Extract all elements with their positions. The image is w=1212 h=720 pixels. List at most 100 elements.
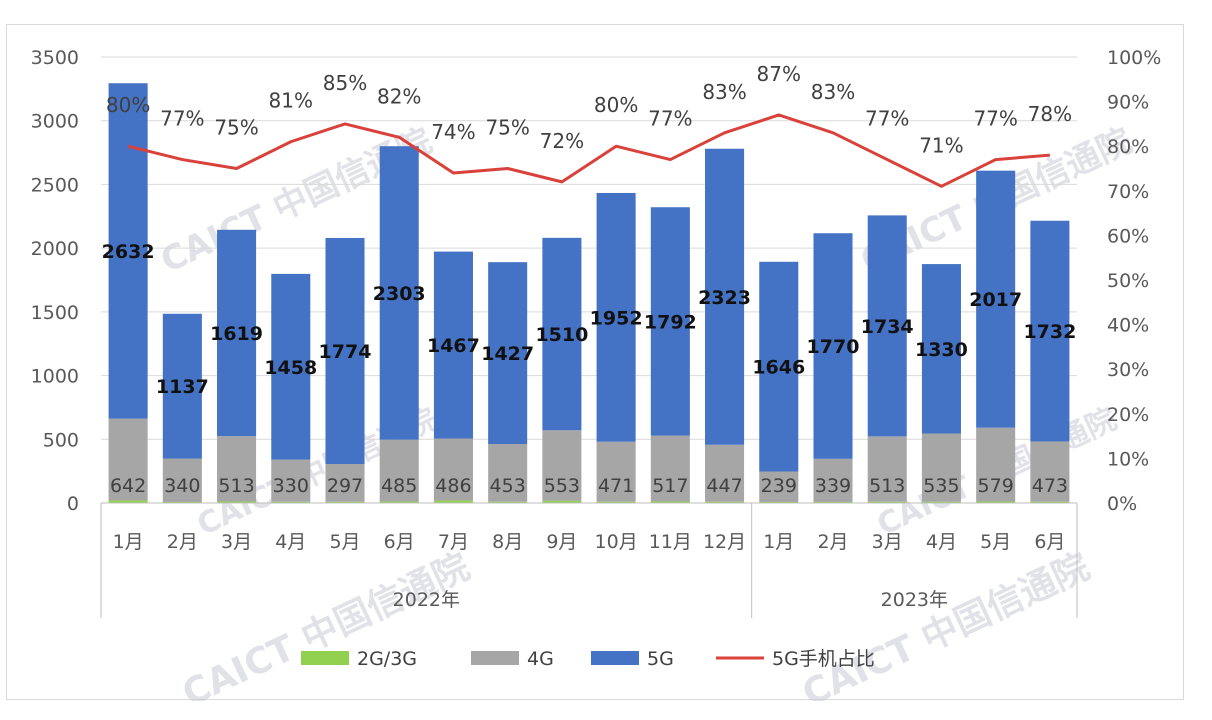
data-label-5g: 1732 [1023, 321, 1076, 343]
data-label-4g: 513 [218, 475, 254, 497]
data-label-4g: 535 [923, 475, 959, 497]
y-right-tick-label: 80% [1107, 136, 1149, 158]
bar-4g [813, 458, 853, 502]
x-category-label: 2月 [167, 531, 198, 553]
data-label-4g: 513 [869, 475, 905, 497]
watermark-text: CAICT 中国信通院 [796, 546, 1095, 701]
data-label-5g: 2017 [969, 289, 1022, 311]
data-label-4g: 486 [435, 475, 471, 497]
data-label-4g: 485 [381, 475, 417, 497]
data-label-percent: 74% [431, 120, 475, 144]
y-left-tick-label: 2500 [31, 174, 79, 196]
bar-5g [813, 233, 853, 459]
bar-4g [596, 441, 636, 502]
x-category-label: 11月 [649, 531, 692, 553]
bar-2g3g [650, 501, 690, 503]
data-label-percent: 78% [1028, 102, 1072, 126]
bar-5g [650, 207, 690, 436]
data-label-4g: 517 [652, 475, 688, 497]
legend: 2G/3G 4G 5G 5G手机占比 [301, 648, 875, 670]
data-label-4g: 297 [327, 475, 363, 497]
bar-4g [1030, 441, 1070, 502]
y-right-tick-label: 50% [1107, 270, 1149, 292]
bar-4g [108, 418, 148, 501]
bar-2g3g [217, 501, 257, 503]
bar-2g3g [488, 501, 528, 503]
y-right-tick-label: 70% [1107, 181, 1149, 203]
data-label-5g: 2323 [698, 287, 751, 309]
bar-5g [433, 251, 473, 439]
y-right-tick-label: 30% [1107, 359, 1149, 381]
x-category-label: 7月 [438, 531, 469, 553]
x-category-label: 6月 [1034, 531, 1065, 553]
bar-5g [217, 229, 257, 437]
x-category-label: 4月 [926, 531, 957, 553]
legend-label: 5G手机占比 [772, 648, 875, 670]
data-label-4g: 553 [544, 475, 580, 497]
bar-2g3g [596, 501, 636, 503]
x-category-label: 5月 [329, 531, 360, 553]
bars [108, 83, 1070, 503]
data-label-5g: 1510 [535, 324, 588, 346]
bar-4g [379, 439, 419, 502]
bar-2g3g [867, 501, 907, 503]
bar-5g [921, 264, 961, 434]
legend-swatch [301, 651, 349, 665]
x-category-label: 1月 [113, 531, 144, 553]
data-label-percent: 72% [540, 129, 584, 153]
legend-label: 2G/3G [357, 648, 417, 670]
data-label-5g: 1467 [427, 335, 480, 357]
bar-2g3g [271, 501, 311, 503]
x-category-label: 12月 [703, 531, 746, 553]
data-label-percent: 83% [811, 80, 855, 104]
legend-label: 4G [527, 648, 554, 670]
watermark-text: CAICT 中国信通院 [176, 546, 475, 701]
bar-4g [162, 458, 202, 502]
bar-4g [650, 435, 690, 502]
data-label-4g: 330 [273, 475, 309, 497]
data-label-percent: 85% [323, 71, 367, 95]
x-category-label: 3月 [221, 531, 252, 553]
x-category-label: 2月 [817, 531, 848, 553]
data-label-4g: 340 [164, 475, 200, 497]
bar-2g3g [325, 501, 365, 503]
data-label-4g: 453 [490, 475, 526, 497]
y-left-tick-label: 2000 [31, 238, 79, 260]
bar-5g [379, 146, 419, 440]
data-label-percent: 82% [377, 84, 421, 108]
bar-5g [271, 273, 311, 460]
y-left-tick-label: 1000 [31, 366, 79, 388]
y-right-tick-label: 90% [1107, 92, 1149, 114]
bar-2g3g [759, 501, 799, 503]
data-label-4g: 339 [815, 475, 851, 497]
data-label-percent: 87% [757, 62, 801, 86]
data-label-5g: 1792 [644, 311, 697, 333]
bar-2g3g [1030, 501, 1070, 503]
data-label-4g: 579 [978, 475, 1014, 497]
y-right-tick-label: 100% [1107, 47, 1161, 69]
y-left-tick-label: 3000 [31, 111, 79, 133]
data-label-percent: 75% [214, 116, 258, 140]
bar-5g [596, 192, 636, 442]
bar-5g [759, 261, 799, 472]
bar-2g3g [705, 501, 745, 503]
bar-4g [921, 433, 961, 502]
x-category-label: 10月 [595, 531, 638, 553]
x-category-label: 5月 [980, 531, 1011, 553]
bar-5g [976, 170, 1016, 428]
bar-4g [867, 436, 907, 502]
data-label-5g: 1646 [752, 357, 805, 379]
data-label-4g: 447 [706, 475, 742, 497]
data-label-4g: 473 [1032, 475, 1068, 497]
data-label-5g: 1427 [481, 343, 534, 365]
bar-5g [542, 237, 582, 431]
bar-2g3g [108, 500, 148, 503]
bar-4g [542, 430, 582, 501]
bar-4g [433, 438, 473, 501]
x-category-label: 3月 [872, 531, 903, 553]
data-label-percent: 71% [919, 133, 963, 157]
bar-5g [1030, 220, 1070, 442]
bar-2g3g [813, 501, 853, 503]
y-left-tick-label: 3500 [31, 47, 79, 69]
bar-5g [705, 148, 745, 445]
